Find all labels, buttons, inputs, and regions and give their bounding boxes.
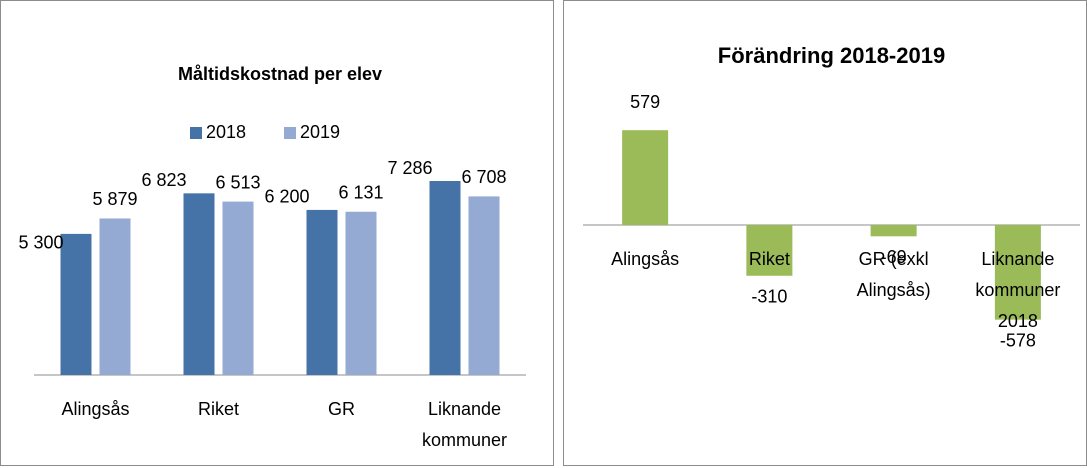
x-tick-label: Riket	[748, 249, 790, 269]
x-tick-label: Alingsås	[61, 399, 130, 419]
data-label: 579	[630, 92, 660, 112]
legend-label: 2018	[206, 122, 246, 142]
data-label: 6 200	[264, 187, 309, 207]
data-label: 6 708	[461, 167, 506, 187]
bar	[622, 130, 669, 225]
x-tick-label: GR (exkl Alingsås)	[856, 249, 931, 300]
bar	[468, 196, 500, 375]
x-tick-label: Alingsås	[611, 249, 680, 269]
bar	[345, 211, 377, 375]
chart-title: Förändring 2018-2019	[718, 43, 945, 68]
legend-swatch	[190, 127, 202, 139]
data-label: -310	[751, 287, 787, 307]
bar	[183, 193, 215, 375]
data-label: -69	[881, 247, 907, 267]
x-tick-label: Liknande kommuner	[421, 399, 508, 450]
chart-title: Måltidskostnad per elev	[178, 64, 382, 84]
x-tick-label: GR	[328, 399, 355, 419]
bar	[429, 181, 461, 375]
legend-swatch	[284, 127, 296, 139]
chart-panel	[0, 0, 554, 466]
data-label: 6 513	[215, 172, 260, 192]
data-label: 5 300	[18, 233, 63, 253]
bar	[306, 209, 338, 375]
bar	[99, 218, 131, 375]
bar	[60, 233, 92, 375]
data-label: -578	[1000, 330, 1036, 350]
legend-label: 2019	[300, 122, 340, 142]
data-label: 7 286	[387, 158, 432, 178]
bar	[222, 201, 254, 375]
data-label: 6 823	[141, 170, 186, 190]
data-label: 5 879	[92, 189, 137, 209]
bar	[870, 225, 917, 237]
bar	[746, 225, 793, 276]
data-label: 6 131	[338, 183, 383, 203]
x-tick-label: Liknande kommuner 2018	[975, 249, 1061, 331]
x-tick-label: Riket	[197, 399, 239, 419]
bar	[994, 225, 1041, 320]
